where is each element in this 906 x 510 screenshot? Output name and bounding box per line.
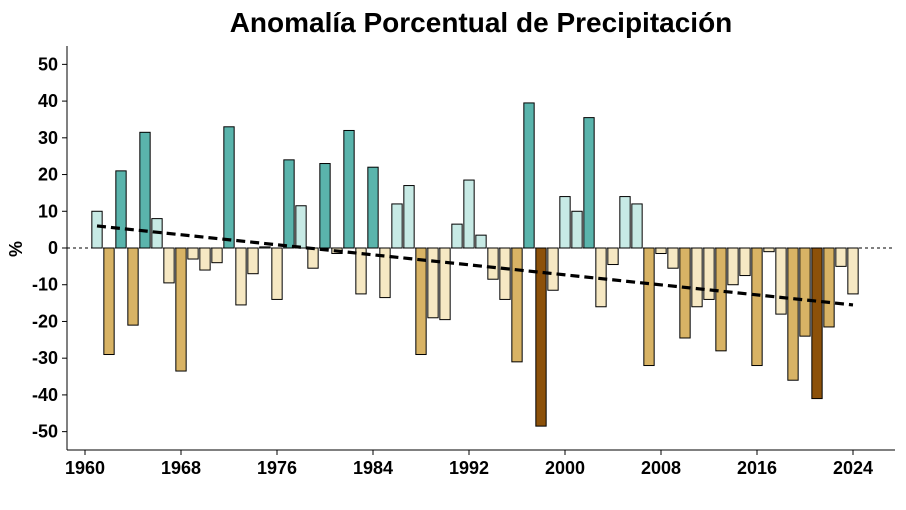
- bar-2011: [691, 247, 703, 308]
- bar-2004: [607, 247, 619, 266]
- bar-1961: [91, 210, 103, 249]
- y-tick-label: 40: [38, 91, 58, 111]
- bar-1995: [499, 247, 511, 300]
- bar-2024: [847, 247, 859, 295]
- x-tick-label: 2016: [737, 458, 777, 478]
- bar-1974: [247, 247, 259, 275]
- bar-1999: [547, 247, 559, 291]
- bar-1972: [223, 126, 235, 249]
- bar-2020: [799, 247, 811, 337]
- bar-2014: [727, 247, 739, 286]
- bar-2009: [667, 247, 679, 269]
- y-tick-label: 50: [38, 54, 58, 74]
- bar-1987: [403, 185, 415, 249]
- y-tick-label: 30: [38, 128, 58, 148]
- bar-1963: [115, 170, 127, 249]
- y-tick-label: 0: [48, 238, 58, 258]
- bar-1979: [307, 247, 319, 269]
- chart-title: Anomalía Porcentual de Precipitación: [230, 7, 733, 38]
- y-tick-label: -40: [32, 385, 58, 405]
- trend-layer: [96, 224, 854, 307]
- axes-layer: -50 -40 -30 -20 -10 0 10 20 30 40 50 1960 1968 1976 19…: [32, 46, 895, 478]
- bar-2000: [559, 196, 571, 249]
- x-tick-label: 2008: [641, 458, 681, 478]
- bar-1988: [415, 247, 427, 356]
- y-tick-label: -20: [32, 311, 58, 331]
- bar-1970: [199, 247, 211, 271]
- bar-2002: [583, 117, 595, 249]
- y-tick-label: 10: [38, 201, 58, 221]
- bar-2021: [811, 247, 823, 400]
- bar-2007: [643, 247, 655, 367]
- bar-2005: [619, 196, 631, 249]
- y-tick-label: -50: [32, 422, 58, 442]
- bar-1982: [343, 129, 355, 249]
- x-tick-label: 1992: [449, 458, 489, 478]
- x-tick-label: 1976: [257, 458, 297, 478]
- bar-1962: [103, 247, 115, 356]
- bar-1991: [451, 223, 463, 249]
- x-tick-label: 1968: [161, 458, 201, 478]
- bar-1997: [523, 102, 535, 249]
- bar-1967: [163, 247, 175, 284]
- bar-2015: [739, 247, 751, 277]
- x-tick-label: 2000: [545, 458, 585, 478]
- bar-2023: [835, 247, 847, 267]
- bar-1993: [475, 234, 487, 249]
- bar-1986: [391, 203, 403, 249]
- y-axis-label: %: [6, 241, 26, 257]
- bar-2017: [763, 247, 775, 253]
- bar-1998: [535, 247, 547, 427]
- bar-2010: [679, 247, 691, 339]
- bar-2013: [715, 247, 727, 352]
- bar-1969: [187, 247, 199, 260]
- bar-1978: [295, 205, 307, 249]
- bar-1977: [283, 159, 295, 249]
- bar-1992: [463, 179, 475, 249]
- bar-1984: [367, 166, 379, 249]
- bar-1976: [271, 247, 283, 300]
- bar-1980: [319, 163, 331, 249]
- bar-1973: [235, 247, 247, 306]
- bar-1996: [511, 247, 523, 363]
- bar-1968: [175, 247, 187, 372]
- bar-2016: [751, 247, 763, 367]
- y-tick-label: -30: [32, 348, 58, 368]
- x-tick-label: 1984: [353, 458, 393, 478]
- bar-2018: [775, 247, 787, 315]
- bar-1964: [127, 247, 139, 326]
- bar-1990: [439, 247, 451, 321]
- bar-2006: [631, 203, 643, 249]
- bar-1971: [211, 247, 223, 264]
- bar-2001: [571, 210, 583, 249]
- bar-1994: [487, 247, 499, 280]
- y-tick-label: -10: [32, 275, 58, 295]
- bar-2008: [655, 247, 667, 255]
- trend-line: [96, 224, 854, 307]
- x-tick-label: 2024: [833, 458, 873, 478]
- bar-1989: [427, 247, 439, 319]
- bar-2022: [823, 247, 835, 328]
- bar-2019: [787, 247, 799, 381]
- y-tick-label: 20: [38, 165, 58, 185]
- x-tick-label: 1960: [65, 458, 105, 478]
